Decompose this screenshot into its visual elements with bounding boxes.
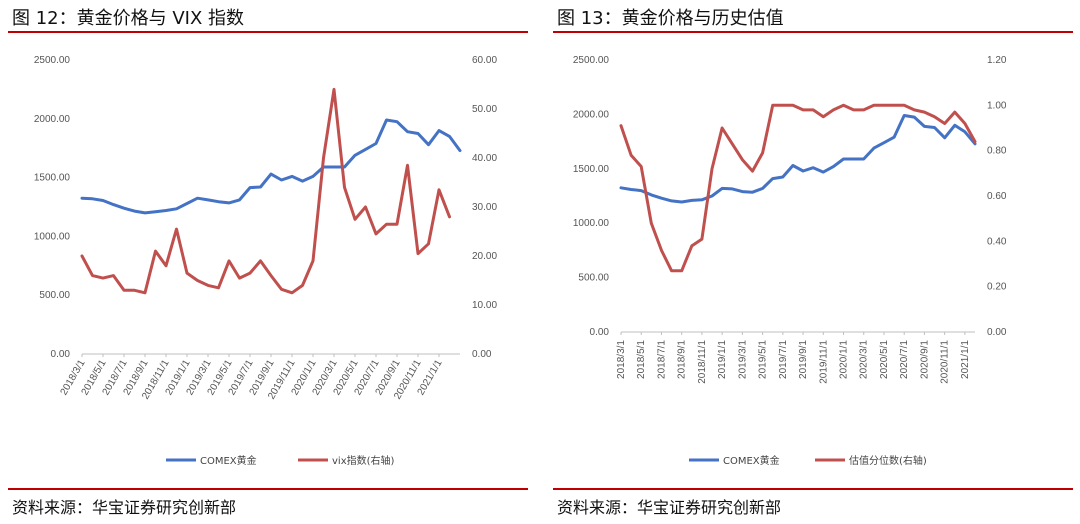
x-tick-label: 2020/7/1 bbox=[899, 340, 910, 379]
legend-label: vix指数(右轴) bbox=[332, 454, 395, 467]
title-rule bbox=[8, 31, 528, 33]
x-tick-label: 2018/3/1 bbox=[616, 340, 627, 379]
legend-label: COMEX黄金 bbox=[200, 454, 257, 467]
y-left-tick-label: 1500.00 bbox=[34, 173, 71, 184]
y-left-tick-label: 2500.00 bbox=[573, 55, 610, 66]
y-right-tick-label: 1.20 bbox=[987, 55, 1007, 66]
y-right-tick-label: 0.00 bbox=[987, 327, 1007, 338]
valuation-chart: 0.00 500.00 1000.00 1500.00 2000.00 2500.00 0.… bbox=[573, 55, 1007, 467]
x-tick-label: 2019/11/1 bbox=[818, 340, 829, 384]
legend-label: 估值分位数(右轴) bbox=[849, 454, 927, 467]
y-left-tick-label: 2500.00 bbox=[34, 55, 71, 66]
x-tick-label: 2019/5/1 bbox=[758, 340, 769, 379]
x-tick-label: 2018/5/1 bbox=[636, 340, 647, 379]
y-left-tick-label: 2000.00 bbox=[573, 109, 610, 120]
x-tick-label: 2019/1/1 bbox=[717, 340, 728, 379]
y-right-tick-label: 40.00 bbox=[472, 153, 497, 164]
source-rule bbox=[8, 488, 528, 490]
chart-panel-vix: 图 12：黄金价格与 VIX 指数 0.00 500.00 1000.00 1500.… bbox=[8, 0, 533, 524]
y-right-tick-label: 0.40 bbox=[987, 236, 1007, 247]
x-tick-label: 2020/1/1 bbox=[839, 340, 850, 379]
figure-title: 图 13：黄金价格与历史估值 bbox=[557, 8, 784, 29]
x-tick-label: 2020/9/1 bbox=[919, 340, 930, 379]
y-right-tick-label: 0.20 bbox=[987, 282, 1007, 293]
y-right-tick-label: 1.00 bbox=[987, 100, 1007, 111]
y-right-tick-label: 0.00 bbox=[472, 349, 492, 360]
x-tick-label: 2018/9/1 bbox=[677, 340, 688, 379]
x-tick-label: 2019/3/1 bbox=[737, 340, 748, 379]
y-right-tick-label: 0.60 bbox=[987, 191, 1007, 202]
source-note: 资料来源：华宝证券研究创新部 bbox=[557, 498, 782, 517]
y-right-tick-label: 20.00 bbox=[472, 251, 497, 262]
x-tick-label: 2021/1/1 bbox=[960, 340, 971, 379]
x-tick-label: 2020/5/1 bbox=[879, 340, 890, 379]
y-right-tick-label: 60.00 bbox=[472, 55, 497, 66]
series-line-gold bbox=[619, 114, 977, 204]
y-right-tick-label: 30.00 bbox=[472, 202, 497, 213]
x-tick-label: 2019/9/1 bbox=[798, 340, 809, 379]
title-rule bbox=[553, 31, 1073, 33]
y-left-tick-label: 0.00 bbox=[590, 327, 610, 338]
y-left-tick-label: 1500.00 bbox=[573, 164, 610, 175]
x-tick-label: 2018/11/1 bbox=[697, 340, 708, 384]
source-note: 资料来源：华宝证券研究创新部 bbox=[12, 498, 237, 517]
series-line-gold bbox=[80, 118, 462, 215]
legend-label: COMEX黄金 bbox=[723, 454, 780, 467]
y-right-tick-label: 0.80 bbox=[987, 146, 1007, 157]
source-rule bbox=[553, 488, 1073, 490]
y-left-tick-label: 500.00 bbox=[578, 273, 609, 284]
x-tick-label: 2020/11/1 bbox=[940, 340, 951, 384]
series-line-secondary bbox=[80, 87, 451, 295]
vix-chart: 0.00 500.00 1000.00 1500.00 2000.00 2500.00 0.… bbox=[34, 55, 498, 467]
x-tick-label: 2019/7/1 bbox=[778, 340, 789, 379]
x-tick-label: 2020/3/1 bbox=[859, 340, 870, 379]
figure-title: 图 12：黄金价格与 VIX 指数 bbox=[12, 8, 245, 29]
y-left-tick-label: 2000.00 bbox=[34, 114, 71, 125]
y-left-tick-label: 500.00 bbox=[39, 290, 70, 301]
x-tick-label: 2018/7/1 bbox=[656, 340, 667, 379]
y-left-tick-label: 1000.00 bbox=[34, 231, 71, 242]
y-left-tick-label: 1000.00 bbox=[573, 218, 610, 229]
y-left-tick-label: 0.00 bbox=[51, 349, 71, 360]
chart-panel-valuation: 图 13：黄金价格与历史估值 0.00 500.00 1000.00 1500.00 2… bbox=[553, 0, 1078, 524]
y-right-tick-label: 10.00 bbox=[472, 300, 497, 311]
y-right-tick-label: 50.00 bbox=[472, 104, 497, 115]
series-line-secondary bbox=[619, 103, 977, 273]
